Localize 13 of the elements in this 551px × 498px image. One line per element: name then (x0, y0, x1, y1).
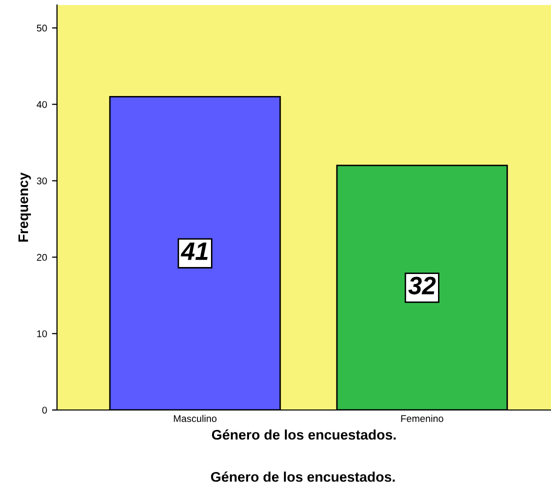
x-tick-label: Femenino (401, 414, 444, 422)
text: Género de los encuestados. (211, 471, 395, 482)
y-tick-label: 0 (42, 406, 47, 414)
data-label: 41 (180, 242, 208, 260)
x-axis-title: Género de los encuestados. (212, 429, 396, 440)
data-label: 32 (408, 276, 436, 294)
y-axis-title: Frequency (18, 172, 31, 242)
y-tick-label: 30 (36, 177, 47, 184)
y-tick-label: 10 (37, 330, 47, 338)
x-tick-label: Masculino (174, 414, 217, 422)
y-tick-label: 50 (36, 24, 47, 32)
y-tick-label: 40 (36, 101, 47, 108)
y-tick-label: 20 (36, 254, 47, 261)
